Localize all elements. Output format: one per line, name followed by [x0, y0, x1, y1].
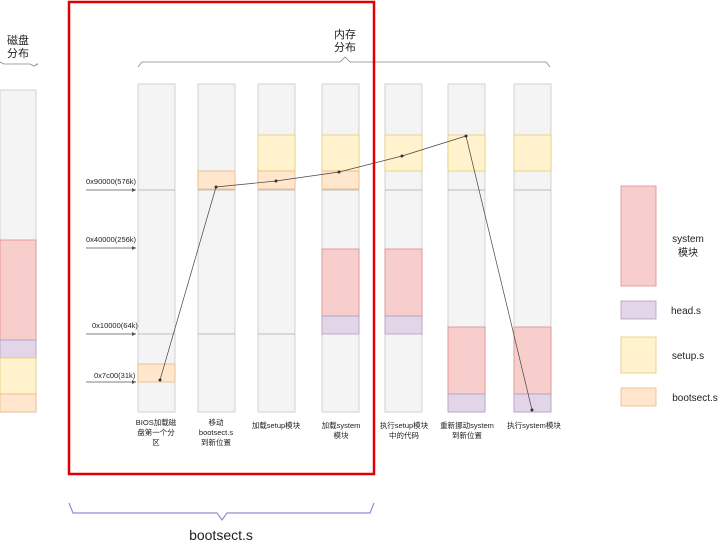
stage-6-caption-line2: 到新位置: [452, 430, 482, 440]
memory-header: 内存 分布: [137, 27, 551, 68]
address-markers: 0x90000(576k) 0x40000(256k) 0x10000(64k)…: [86, 177, 138, 384]
flow-point-7: [530, 408, 534, 412]
address-label-0x40000: 0x40000(256k): [86, 235, 137, 244]
stage-4-bootsect-block: [321, 170, 360, 190]
stage-6-column: 重新挪动system 到新位置: [440, 83, 494, 440]
flow-point-6: [464, 134, 468, 138]
legend-bootsect-swatch: [620, 387, 657, 407]
stage-2-column: 移动 bootsect.s 到新位置: [197, 83, 236, 447]
stage-2-caption-line3: 到新位置: [201, 437, 231, 447]
legend-system-swatch: [620, 185, 657, 287]
stage-1-caption-line3: 区: [152, 438, 160, 447]
stage-4-setup-block: [321, 134, 360, 172]
disk-head-block: [0, 339, 37, 359]
stage-3-caption-line1: 加载setup模块: [252, 420, 301, 430]
legend-system-label-line1: system: [672, 234, 704, 245]
stage-1-caption-line2: 盘第一个分: [137, 427, 175, 437]
stage-1-memory: [137, 83, 176, 413]
disk-system-block: [0, 239, 37, 341]
address-label-0x10000: 0x10000(64k): [92, 321, 138, 330]
bootsect-brace-group: bootsect.s: [68, 502, 375, 543]
stage-2-caption-line1: 移动: [209, 417, 224, 427]
address-label-0x7c00: 0x7c00(31k): [94, 371, 136, 380]
disk-column-group: 磁盘 分布: [0, 33, 39, 413]
flow-point-4: [337, 170, 341, 174]
stage-1-column: BIOS加载磁 盘第一个分 区: [136, 83, 177, 447]
stage-7-head-block: [513, 393, 552, 413]
legend: system 模块 head.s setup.s bootsect.s: [620, 185, 718, 407]
legend-head-swatch: [620, 300, 657, 320]
stage-4-system-block: [321, 248, 360, 317]
stage-5-system-block: [384, 248, 423, 317]
flow-point-1: [158, 378, 162, 382]
stage-3-column: 加载setup模块: [252, 83, 301, 430]
memory-brace: [137, 56, 551, 68]
stage-5-head-block: [384, 315, 423, 335]
legend-system-label-line2: 模块: [678, 247, 698, 259]
disk-label-line1: 磁盘: [7, 33, 29, 47]
flow-point-2: [214, 185, 218, 189]
stage-4-column: 加载system 模块: [321, 83, 361, 440]
stage-6-caption-line1: 重新挪动system: [440, 420, 494, 430]
stage-7-column: 执行system模块: [507, 83, 561, 430]
stage-5-setup-block: [384, 134, 423, 172]
disk-bootsect-block: [0, 393, 37, 413]
flow-point-5: [400, 154, 404, 158]
stage-1-caption-line1: BIOS加载磁: [136, 417, 177, 427]
bootsect-brace: [68, 502, 375, 522]
stage-5-memory: [384, 83, 423, 413]
stage-6-setup-block: [447, 134, 486, 172]
stage-4-caption-line1: 加载system: [322, 420, 361, 430]
stage-2-memory: [197, 83, 236, 413]
stage-5-caption-line1: 执行setup模块: [380, 420, 429, 430]
stage-7-system-block: [513, 326, 552, 395]
stage-1-bootsect-block: [137, 363, 176, 383]
address-label-0x90000: 0x90000(576k): [86, 177, 137, 186]
legend-setup-label: setup.s: [672, 351, 704, 362]
stage-6-head-block: [447, 393, 486, 413]
stage-4-caption-line2: 模块: [334, 430, 349, 440]
stage-3-memory: [257, 83, 296, 413]
stage-6-system-block: [447, 326, 486, 395]
stage-7-caption-line1: 执行system模块: [507, 420, 561, 430]
stage-2-bootsect-block: [197, 170, 236, 190]
stage-5-column: 执行setup模块 中的代码: [380, 83, 429, 440]
disk-brace: [0, 61, 39, 67]
legend-head-label: head.s: [671, 306, 701, 317]
memory-label-line2: 分布: [334, 41, 356, 54]
stage-4-head-block: [321, 315, 360, 335]
stage-7-setup-block: [513, 134, 552, 172]
disk-setup-block: [0, 357, 37, 395]
flow-point-3: [274, 179, 278, 183]
stage-5-caption-line2: 中的代码: [389, 430, 419, 440]
bootsect-highlight-box: [67, 0, 376, 476]
legend-setup-swatch: [620, 336, 657, 374]
stage-3-setup-block: [257, 134, 296, 172]
stage-4-memory: [321, 83, 360, 413]
bootsect-bottom-label: bootsect.s: [189, 527, 253, 543]
stage-2-caption-line2: bootsect.s: [199, 428, 233, 437]
legend-bootsect-label: bootsect.s: [672, 393, 718, 404]
memory-label-line1: 内存: [334, 27, 356, 41]
execution-flow: [158, 134, 534, 412]
disk-label-line2: 分布: [7, 47, 29, 60]
